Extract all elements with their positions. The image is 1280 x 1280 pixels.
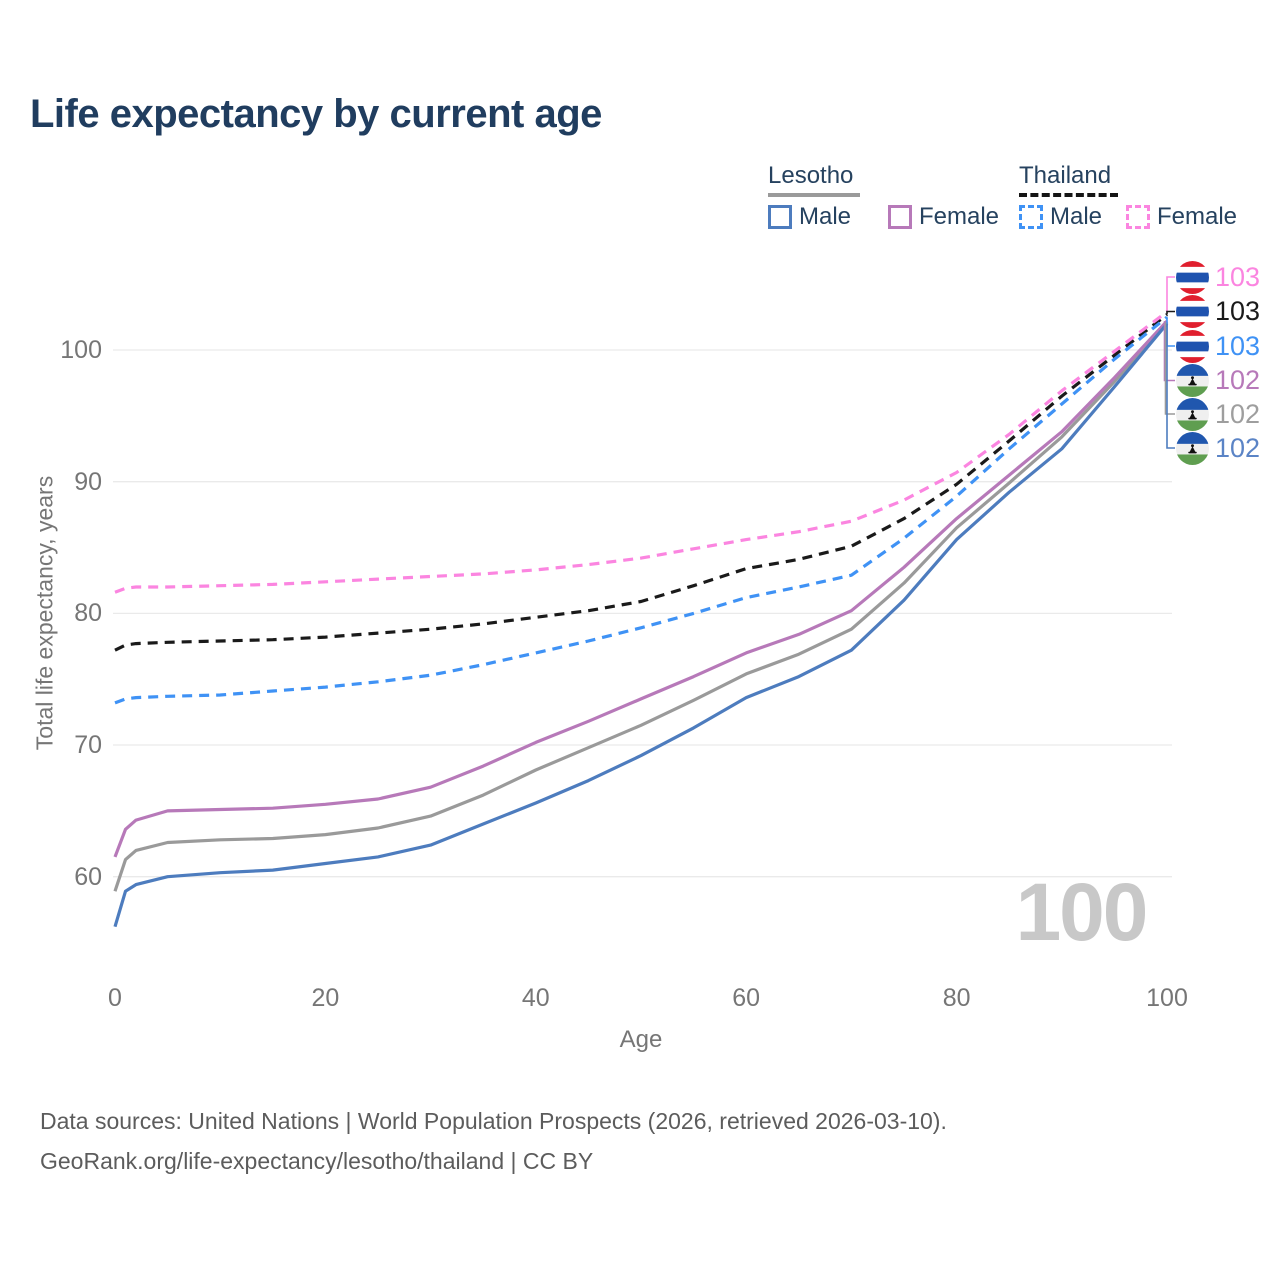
legend-group-lesotho: Lesotho <box>768 162 854 189</box>
thailand-flag-icon <box>1176 261 1209 294</box>
current-age-watermark: 100 <box>1015 867 1149 958</box>
lesotho-female-swatch-icon <box>888 205 912 229</box>
lesotho-male-swatch-icon <box>768 205 792 229</box>
label-leader-lines <box>1163 276 1175 449</box>
thailand-flag-icon <box>1176 330 1209 363</box>
line-lesotho_male <box>113 322 1169 928</box>
legend-item-thailand-male[interactable]: Male <box>1019 203 1102 231</box>
leader-lesotho_all <box>1164 322 1175 415</box>
y-tick-label: 60 <box>74 862 102 891</box>
end-label-row: 102 <box>1176 364 1260 397</box>
legend-item-thailand-female[interactable]: Female <box>1126 203 1237 231</box>
line-thailand_all <box>114 313 1168 652</box>
lesotho-flag-icon <box>1176 432 1209 465</box>
leader-thailand_male <box>1166 317 1175 347</box>
line-lesotho_female <box>113 320 1169 858</box>
x-tick-label: 100 <box>1146 984 1188 1012</box>
x-tick-label: 0 <box>108 984 122 1012</box>
end-value: 103 <box>1215 296 1261 326</box>
line-thailand_male <box>114 315 1168 705</box>
attribution-note: GeoRank.org/life-expectancy/lesotho/thai… <box>40 1148 594 1174</box>
legend-item-label: Male <box>799 203 852 230</box>
leader-lesotho_male <box>1166 323 1175 449</box>
thailand-male-swatch-icon <box>1019 205 1043 229</box>
end-label-row: 103 <box>1176 295 1260 328</box>
legend-group-thailand: Thailand <box>1019 162 1112 189</box>
end-label-row: 102 <box>1176 398 1260 431</box>
page-title: Life expectancy by current age <box>30 92 602 136</box>
legend-item-label: Male <box>1050 203 1103 230</box>
lesotho-flag-icon <box>1176 364 1209 397</box>
thailand-flag-icon <box>1176 295 1209 328</box>
leader-thailand_female <box>1166 276 1175 312</box>
end-value: 102 <box>1215 365 1261 395</box>
end-value: 102 <box>1215 398 1261 429</box>
y-tick-label: 100 <box>60 336 102 365</box>
end-label-row: 103 <box>1176 330 1260 363</box>
legend-item-label: Female <box>919 203 1000 230</box>
legend-item-lesotho-female[interactable]: Female <box>888 203 999 231</box>
legend-item-label: Female <box>1157 203 1238 230</box>
thailand-dashed-line-sample <box>1019 193 1118 197</box>
leader-lesotho_female <box>1163 321 1175 382</box>
gridlines <box>113 349 1172 878</box>
end-value: 103 <box>1215 261 1261 292</box>
x-tick-label: 60 <box>732 984 761 1012</box>
legend-item-lesotho-male[interactable]: Male <box>768 203 851 231</box>
x-tick-label: 40 <box>521 984 550 1012</box>
end-value: 102 <box>1215 432 1261 463</box>
line-lesotho_all <box>113 321 1169 892</box>
y-tick-label: 80 <box>74 599 102 628</box>
series-lines <box>113 310 1169 928</box>
y-tick-label: 70 <box>74 731 102 760</box>
line-thailand_female <box>114 310 1168 594</box>
end-label-row: 102 <box>1176 432 1260 465</box>
end-value: 103 <box>1215 330 1261 361</box>
x-tick-label: 80 <box>942 984 971 1012</box>
lesotho-flag-icon <box>1176 398 1209 431</box>
y-tick-label: 90 <box>74 467 102 496</box>
data-sources-note: Data sources: United Nations | World Pop… <box>40 1108 947 1134</box>
x-tick-label: 20 <box>311 984 340 1012</box>
end-label-row: 103 <box>1176 261 1260 294</box>
x-axis-title: Age <box>619 1026 663 1053</box>
lesotho-solid-line-sample <box>768 193 860 197</box>
leader-thailand_all <box>1166 310 1175 315</box>
thailand-female-swatch-icon <box>1126 205 1150 229</box>
